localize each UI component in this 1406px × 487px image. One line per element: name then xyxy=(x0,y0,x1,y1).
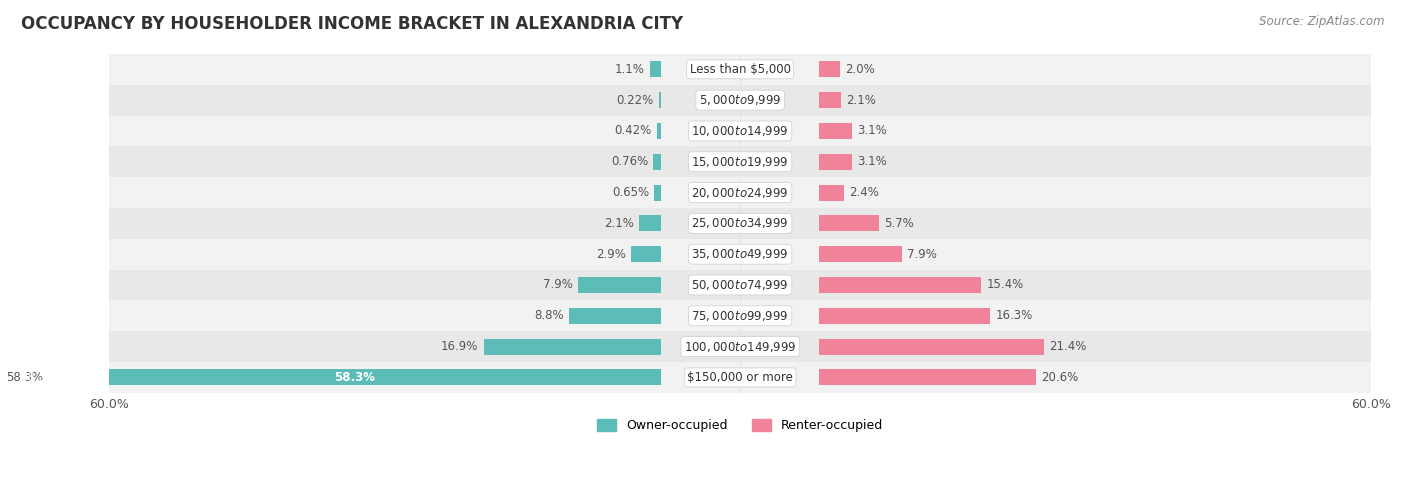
Text: 0.42%: 0.42% xyxy=(614,125,651,137)
Bar xyxy=(48,369,661,385)
Bar xyxy=(820,154,852,170)
Text: 20.6%: 20.6% xyxy=(1040,371,1078,384)
Text: 7.9%: 7.9% xyxy=(543,279,572,292)
Text: $50,000 to $74,999: $50,000 to $74,999 xyxy=(692,278,789,292)
Text: $5,000 to $9,999: $5,000 to $9,999 xyxy=(699,93,782,107)
Text: 7.9%: 7.9% xyxy=(907,248,938,261)
Text: 0.22%: 0.22% xyxy=(616,94,654,107)
Text: 15.4%: 15.4% xyxy=(986,279,1024,292)
Bar xyxy=(820,369,1036,385)
Text: 58.3%: 58.3% xyxy=(6,371,44,384)
Bar xyxy=(650,61,661,77)
Text: 58.3%: 58.3% xyxy=(20,371,56,384)
Bar xyxy=(110,300,1371,331)
Bar xyxy=(640,215,661,231)
Bar xyxy=(820,185,844,201)
Bar xyxy=(110,115,1371,147)
Bar xyxy=(110,239,1371,270)
Text: 5.7%: 5.7% xyxy=(884,217,914,230)
Bar xyxy=(820,246,903,262)
Text: $25,000 to $34,999: $25,000 to $34,999 xyxy=(692,216,789,230)
Text: 2.0%: 2.0% xyxy=(845,63,875,76)
Bar xyxy=(110,208,1371,239)
Bar xyxy=(654,185,661,201)
Text: 0.76%: 0.76% xyxy=(610,155,648,169)
Bar xyxy=(820,308,990,324)
Text: 2.9%: 2.9% xyxy=(596,248,626,261)
Bar xyxy=(820,92,841,108)
Text: 0.65%: 0.65% xyxy=(612,186,650,199)
Bar xyxy=(820,123,852,139)
Text: 3.1%: 3.1% xyxy=(856,155,887,169)
Bar xyxy=(110,331,1371,362)
Text: $150,000 or more: $150,000 or more xyxy=(688,371,793,384)
Text: 2.1%: 2.1% xyxy=(846,94,876,107)
Bar xyxy=(659,92,661,108)
Bar xyxy=(578,277,661,293)
Text: 21.4%: 21.4% xyxy=(1049,340,1087,353)
Bar xyxy=(654,154,661,170)
Text: $35,000 to $49,999: $35,000 to $49,999 xyxy=(692,247,789,261)
Text: $20,000 to $24,999: $20,000 to $24,999 xyxy=(692,186,789,200)
Text: 16.9%: 16.9% xyxy=(441,340,478,353)
Bar xyxy=(110,85,1371,115)
Bar xyxy=(110,177,1371,208)
Bar xyxy=(820,215,879,231)
Legend: Owner-occupied, Renter-occupied: Owner-occupied, Renter-occupied xyxy=(592,414,889,437)
Bar xyxy=(569,308,661,324)
Bar xyxy=(820,277,981,293)
Text: $15,000 to $19,999: $15,000 to $19,999 xyxy=(692,155,789,169)
Text: Less than $5,000: Less than $5,000 xyxy=(689,63,790,76)
Bar xyxy=(631,246,661,262)
Text: 2.1%: 2.1% xyxy=(605,217,634,230)
Text: $10,000 to $14,999: $10,000 to $14,999 xyxy=(692,124,789,138)
Text: 8.8%: 8.8% xyxy=(534,309,564,322)
Bar xyxy=(484,338,661,355)
Text: 16.3%: 16.3% xyxy=(995,309,1033,322)
Text: $75,000 to $99,999: $75,000 to $99,999 xyxy=(692,309,789,323)
Text: 2.4%: 2.4% xyxy=(849,186,879,199)
Text: 3.1%: 3.1% xyxy=(856,125,887,137)
Bar xyxy=(110,362,1371,393)
Bar xyxy=(657,123,661,139)
Text: OCCUPANCY BY HOUSEHOLDER INCOME BRACKET IN ALEXANDRIA CITY: OCCUPANCY BY HOUSEHOLDER INCOME BRACKET … xyxy=(21,15,683,33)
Text: Source: ZipAtlas.com: Source: ZipAtlas.com xyxy=(1260,15,1385,28)
Bar xyxy=(110,270,1371,300)
Bar xyxy=(110,54,1371,85)
Text: 58.3%: 58.3% xyxy=(335,371,375,384)
Bar xyxy=(820,338,1045,355)
Text: 1.1%: 1.1% xyxy=(614,63,644,76)
Text: $100,000 to $149,999: $100,000 to $149,999 xyxy=(683,339,796,354)
Bar xyxy=(820,61,839,77)
Bar xyxy=(110,147,1371,177)
